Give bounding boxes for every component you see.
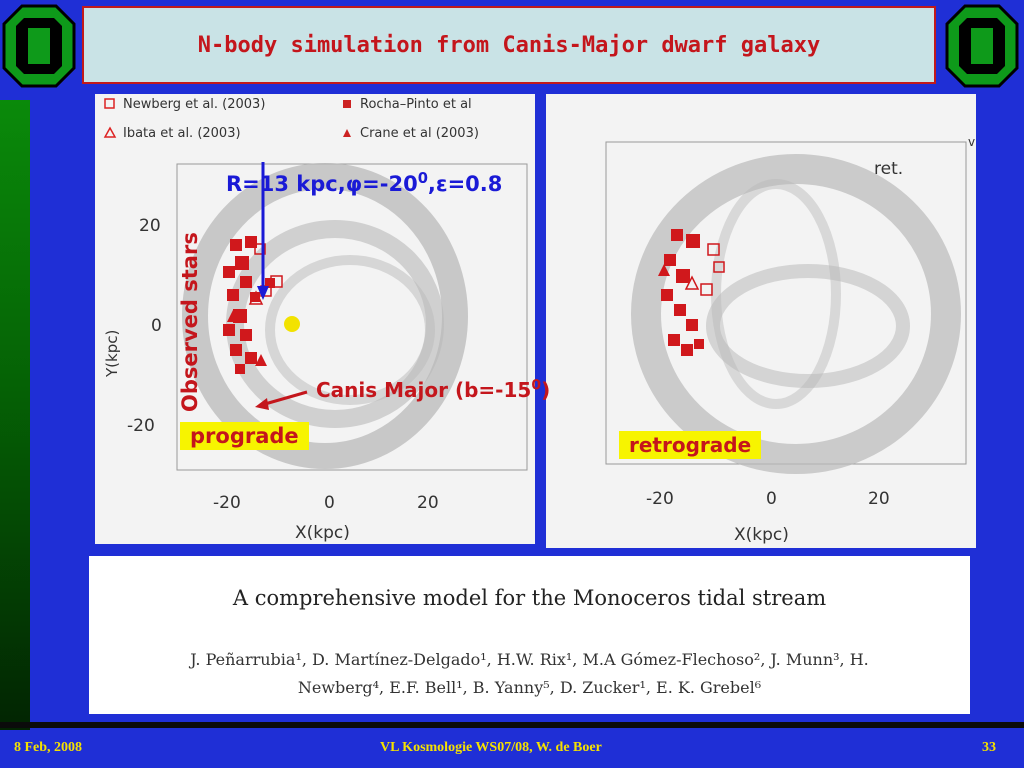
footer-page-number: 33 — [982, 740, 996, 755]
canis-major-label: Canis Major (b=-150) — [316, 378, 550, 402]
paper-title: A comprehensive model for the Monoceros … — [232, 586, 827, 610]
paper-authors: J. Peñarrubia¹, D. Martínez-Delgado¹, H.… — [89, 646, 970, 702]
observed-star-open-markers-right — [684, 243, 725, 296]
y-axis-label: Y(kpc) — [103, 330, 121, 378]
prograde-plot-image: Newberg et al. (2003) Rocha–Pinto et al … — [103, 97, 528, 543]
prograde-plot-panel: Newberg et al. (2003) Rocha–Pinto et al … — [95, 94, 535, 544]
observed-star-markers — [223, 236, 275, 374]
legend-filled-triangle-marker — [343, 129, 351, 137]
legend-square-marker — [104, 98, 115, 109]
x-tick-20: 20 — [417, 493, 439, 513]
canis-major-tail: ) — [541, 378, 551, 402]
y-tick-20: 20 — [139, 216, 161, 236]
observed-star-markers-right — [658, 229, 704, 356]
footer-course: VL Kosmologie WS07/08, W. de Boer — [380, 740, 602, 755]
y-tick-0: 0 — [151, 316, 162, 336]
legend-newberg: Newberg et al. (2003) — [123, 97, 265, 112]
simulation-parameters: R=13 kpc,φ=-200,ε=0.8 — [226, 170, 503, 196]
prograde-tag: prograde — [180, 422, 309, 450]
retrograde-plot-image: ret. v -20 0 20 X(kpc) — [605, 135, 975, 545]
slide-title-box: N-body simulation from Canis-Major dwarf… — [82, 6, 936, 84]
observed-stars-label: Observed stars — [178, 232, 202, 412]
retrograde-tag: retrograde — [619, 431, 762, 459]
red-arrow-head — [255, 398, 269, 410]
legend-filled-square-marker — [343, 100, 351, 108]
params-degree-sup: 0 — [417, 170, 428, 187]
plot-frame — [176, 163, 528, 471]
legend-rocha: Rocha–Pinto et al — [360, 97, 472, 112]
simulation-particles — [182, 163, 468, 469]
x-tick-0-right: 0 — [766, 489, 777, 509]
x-tick-0: 0 — [324, 493, 335, 513]
params-text: R=13 kpc,φ=-20 — [226, 172, 418, 196]
params-tail: ,ε=0.8 — [427, 172, 503, 196]
legend-ibata: Ibata et al. (2003) — [123, 126, 241, 141]
x-tick-neg20-right: -20 — [646, 489, 674, 509]
canis-major-sup: 0 — [531, 377, 542, 394]
red-arrow-line — [264, 390, 308, 406]
x-tick-20-right: 20 — [868, 489, 890, 509]
x-tick-neg20: -20 — [213, 493, 241, 513]
university-logo-right-icon — [945, 4, 1019, 88]
y-tick-neg20: -20 — [127, 416, 155, 436]
blue-arrow-head — [257, 286, 269, 300]
authors-line-2: Newberg⁴, E.F. Bell¹, B. Yanny⁵, D. Zuck… — [297, 678, 762, 697]
authors-line-1: J. Peñarrubia¹, D. Martínez-Delgado¹, H.… — [190, 650, 869, 669]
paper-excerpt: A comprehensive model for the Monoceros … — [89, 556, 970, 714]
slide-title: N-body simulation from Canis-Major dwarf… — [197, 32, 821, 58]
footer-divider — [0, 722, 1024, 728]
corner-label-ret: ret. — [874, 159, 903, 179]
retrograde-plot-panel: ret. v -20 0 20 X(kpc) — [546, 94, 976, 548]
footer-date: 8 Feb, 2008 — [14, 740, 83, 755]
x-axis-label: X(kpc) — [295, 523, 350, 543]
edge-letter: v — [968, 135, 975, 149]
simulation-particles-right — [631, 154, 961, 474]
x-axis-label-right: X(kpc) — [734, 525, 789, 545]
green-sidebar — [0, 100, 30, 730]
sun-position-marker — [284, 316, 300, 332]
legend-crane: Crane et al (2003) — [360, 126, 479, 141]
university-logo-left-icon — [2, 4, 76, 88]
legend-triangle-marker — [103, 126, 117, 138]
canis-major-text: Canis Major (b=-15 — [316, 378, 532, 402]
